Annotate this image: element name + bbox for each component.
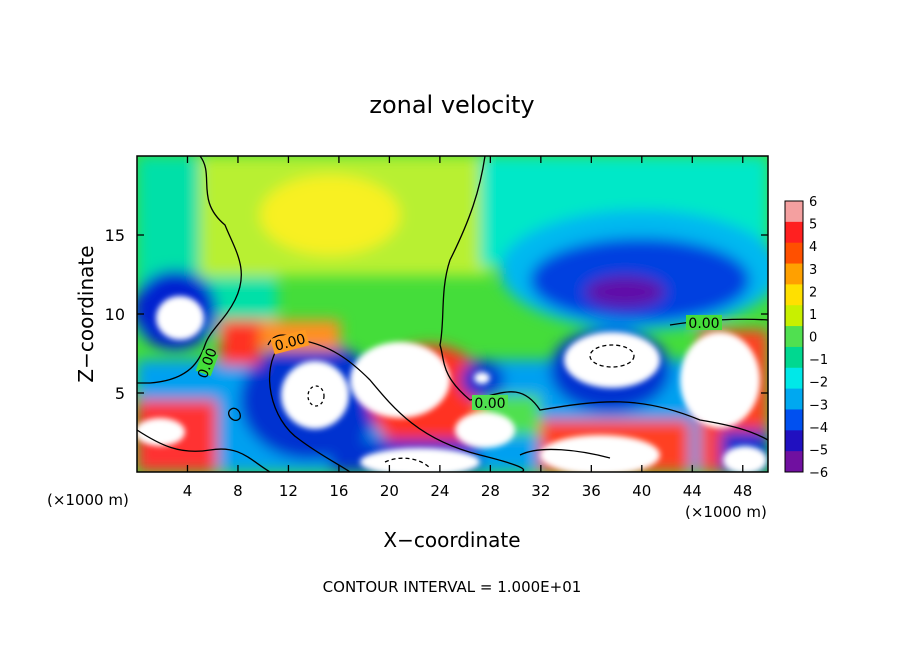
colorbar-frame — [784, 200, 804, 473]
colorbar-tick-label: 6 — [809, 195, 817, 210]
colorbar-tick-label: −5 — [809, 443, 828, 458]
colorbar-tick-label: −4 — [809, 421, 828, 436]
colorbar-swatch — [785, 346, 803, 369]
colorbar-swatch — [785, 388, 803, 410]
colorbar-tick-label: 3 — [809, 263, 817, 278]
colorbar-swatch — [785, 305, 803, 327]
contour-label: 0.00 — [273, 331, 307, 355]
colorbar-tick-label: 0 — [809, 331, 817, 346]
contour-label: 0.00 — [688, 316, 719, 332]
x-tick-label: 24 — [430, 482, 449, 500]
x-tick-label: 44 — [683, 482, 702, 500]
x-tick-label: 32 — [531, 482, 550, 500]
y-axis-label: Z−coordinate — [74, 245, 98, 382]
x-unit-right: (×1000 m) — [685, 503, 767, 521]
x-tick-label: 28 — [481, 482, 500, 500]
colorbar-swatch — [785, 201, 803, 223]
heatmap-field — [137, 156, 768, 472]
contour-label: 0.00 — [474, 396, 505, 412]
x-tick-label: 40 — [632, 482, 651, 500]
colorbar-tick-label: 4 — [809, 240, 817, 255]
chart-title: zonal velocity — [369, 91, 534, 119]
colorbar: 6 5 4 3 2 1 0 −1 −2 −3 −4 −5 −6 — [784, 195, 828, 481]
colorbar-swatch — [785, 367, 803, 390]
colorbar-tick-label: 5 — [809, 218, 817, 233]
contour-interval-note: CONTOUR INTERVAL = 1.000E+01 — [323, 578, 582, 596]
x-axis-label: X−coordinate — [383, 528, 520, 552]
x-tick-label: 12 — [279, 482, 298, 500]
colorbar-tick-label: 2 — [809, 285, 817, 300]
y-tick-label: 15 — [105, 226, 125, 245]
y-tick-label: 5 — [115, 384, 125, 403]
colorbar-tick-label: −2 — [809, 376, 828, 391]
colorbar-swatch — [785, 409, 803, 431]
colorbar-tick-label: −3 — [809, 398, 828, 413]
contour-lines — [137, 156, 768, 472]
colorbar-swatch — [785, 430, 803, 452]
x-tick-label: 20 — [380, 482, 399, 500]
colorbar-swatch — [785, 242, 803, 265]
colorbar-swatch — [785, 263, 803, 285]
contour-label-group: 0.00 0.00 0.00 0.00 — [195, 315, 722, 412]
colorbar-swatch — [785, 451, 803, 473]
x-tick-label: 16 — [329, 482, 348, 500]
colorbar-swatch — [785, 284, 803, 306]
colorbar-tick-label: 1 — [809, 308, 817, 323]
x-tick-label: 48 — [733, 482, 752, 500]
y-tick-label: 10 — [105, 305, 125, 324]
x-tick-label: 8 — [233, 482, 243, 500]
x-tick-label: 4 — [183, 482, 193, 500]
x-unit-left: (×1000 m) — [47, 491, 129, 509]
colorbar-tick-label: −1 — [809, 353, 828, 368]
colorbar-swatch — [785, 326, 803, 348]
x-tick-label: 36 — [582, 482, 601, 500]
colorbar-swatch — [785, 221, 803, 244]
colorbar-tick-label: −6 — [809, 466, 828, 481]
